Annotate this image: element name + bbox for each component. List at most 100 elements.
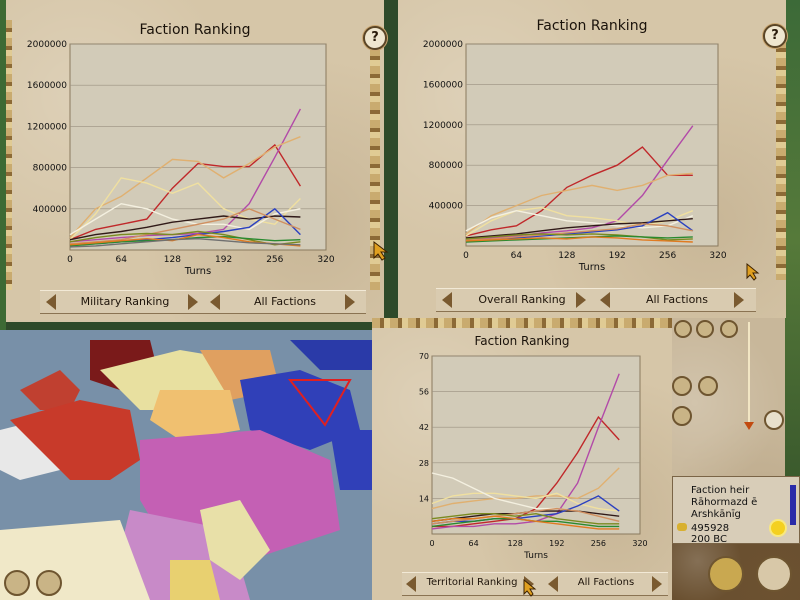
x-tick-label: 0	[67, 255, 73, 265]
faction-prev-arrow-icon[interactable]	[548, 576, 558, 592]
y-tick-label: 28	[419, 459, 429, 468]
map-strip-left	[0, 0, 6, 330]
x-tick-label: 256	[591, 539, 606, 548]
x-axis-label: Turns	[578, 262, 605, 273]
series-line-11	[69, 237, 301, 248]
y-tick-label: 70	[419, 352, 429, 361]
unit-icon-3[interactable]	[720, 320, 738, 338]
unit-icon-1[interactable]	[674, 320, 692, 338]
y-tick-label: 800000	[429, 161, 464, 171]
horse-unit-icon[interactable]	[672, 376, 692, 396]
panel-border-top	[372, 318, 672, 328]
faction-prev-arrow-icon[interactable]	[600, 292, 610, 308]
ranking-type-label: Military Ranking	[80, 295, 170, 308]
series-line-2	[465, 172, 693, 235]
faction-heir-name-line-2: Arshkānīg	[691, 509, 741, 520]
unit-icon-2[interactable]	[696, 320, 714, 338]
series-line-1	[431, 373, 620, 530]
x-tick-label: 256	[659, 251, 676, 261]
panel-title: Faction Ranking	[474, 334, 570, 348]
series-line-7	[69, 208, 301, 245]
faction-filter-label: All Factions	[577, 577, 635, 588]
faction-heir-label: Faction heir	[691, 485, 750, 496]
y-tick-label: 56	[419, 388, 429, 397]
panel-title: Faction Ranking	[139, 22, 251, 38]
ranking-selector-bar: Overall Ranking All Factions	[436, 288, 756, 312]
ranking-type-label: Overall Ranking	[478, 293, 566, 306]
faction-filter-label: All Factions	[253, 295, 317, 308]
x-tick-label: 0	[463, 251, 469, 261]
clock-icon[interactable]	[764, 410, 784, 430]
faction-next-arrow-icon[interactable]	[345, 294, 355, 310]
current-year: 200 BC	[691, 534, 727, 545]
help-button[interactable]: ?	[763, 24, 787, 48]
faction-next-arrow-icon[interactable]	[734, 292, 744, 308]
series-line-10	[465, 236, 693, 243]
scroll-down-arrow-icon[interactable]	[744, 422, 754, 430]
series-line-7	[431, 507, 620, 525]
x-tick-label: 64	[115, 255, 127, 265]
ranking-prev-arrow-icon[interactable]	[46, 294, 56, 310]
x-tick-label: 64	[469, 539, 479, 548]
coins-icon	[677, 523, 687, 531]
x-tick-label: 0	[429, 539, 434, 548]
faction-heir-name: Rāhormazd ē	[691, 497, 758, 508]
x-tick-label: 128	[558, 251, 575, 261]
y-tick-label: 1600000	[27, 81, 67, 91]
y-tick-label: 2000000	[423, 40, 463, 50]
hourglass-end-turn-icon[interactable]	[756, 556, 792, 592]
mouse-cursor-icon	[523, 578, 537, 597]
shield-unit-icon[interactable]	[672, 406, 692, 426]
series-line-10	[431, 515, 620, 530]
faction-next-arrow-icon[interactable]	[652, 576, 662, 592]
faction-symbol-icon[interactable]	[708, 556, 744, 592]
ranking-next-arrow-icon[interactable]	[188, 294, 198, 310]
sun-icon	[771, 521, 785, 535]
series-line-1	[69, 108, 302, 243]
series-line-1	[465, 125, 694, 241]
faction-color-bar	[790, 485, 796, 525]
y-tick-label: 42	[419, 423, 429, 432]
faction-ranking-panel-military: Faction Ranking ? 2000000 1600000 1200000 8…	[6, 0, 387, 322]
x-tick-label: 128	[164, 255, 181, 265]
panel-border-right	[776, 40, 786, 280]
ranking-prev-arrow-icon[interactable]	[442, 292, 452, 308]
help-button[interactable]: ?	[363, 26, 387, 50]
zoom-out-icon[interactable]	[36, 570, 62, 596]
treasury-amount: 495928	[691, 523, 730, 534]
series-line-3	[465, 206, 694, 237]
x-tick-label: 320	[632, 539, 647, 548]
faction-prev-arrow-icon[interactable]	[210, 294, 220, 310]
faction-info-box: Faction heir Rāhormazd ē Arshkānīg 49592…	[672, 476, 800, 545]
series-line-5	[465, 218, 693, 239]
series-line-0	[432, 415, 620, 528]
ranking-type-label: Territorial Ranking	[426, 577, 518, 588]
ranking-next-arrow-icon[interactable]	[576, 292, 586, 308]
zoom-in-icon[interactable]	[4, 570, 30, 596]
panel-border-left	[6, 20, 12, 290]
x-tick-label: 128	[508, 539, 523, 548]
ranking-selector-bar: Territorial Ranking All Factions	[402, 572, 668, 596]
y-tick-label: 800000	[33, 164, 68, 174]
y-tick-label: 1200000	[27, 122, 67, 132]
campaign-mini-map[interactable]	[0, 330, 372, 600]
x-tick-label: 192	[549, 539, 564, 548]
x-tick-label: 192	[215, 255, 232, 265]
faction-filter-label: All Factions	[645, 293, 709, 306]
y-tick-label: 1200000	[423, 121, 463, 131]
y-tick-label: 1600000	[423, 80, 463, 90]
mouse-cursor-icon	[746, 262, 760, 281]
series-line-6	[431, 495, 620, 525]
series-line-0	[465, 146, 693, 237]
x-axis-label: Turns	[184, 266, 211, 277]
series-line-4	[465, 209, 694, 232]
series-line-2	[69, 136, 301, 239]
ranking-prev-arrow-icon[interactable]	[406, 576, 416, 592]
y-tick-label: 14	[419, 494, 429, 503]
scroll-track[interactable]	[748, 322, 750, 426]
plot-area	[431, 355, 641, 535]
series-line-4	[69, 202, 301, 236]
series-line-7	[465, 223, 693, 241]
elephant-unit-icon[interactable]	[698, 376, 718, 396]
territorial-ranking-chart: 70 56 42 28 14 0 64 128 192 256 320 Turns	[419, 352, 648, 561]
